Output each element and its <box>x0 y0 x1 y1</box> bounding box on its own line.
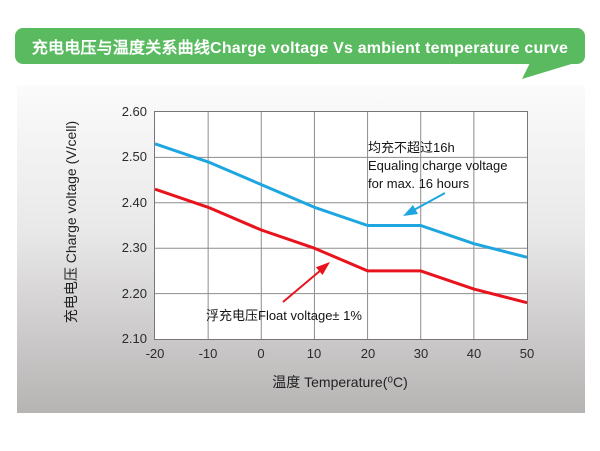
banner-tail-icon <box>522 62 578 79</box>
chart-svg <box>155 112 527 339</box>
equalize-annotation-line1: 均充不超过16h <box>368 140 455 155</box>
grid-lines <box>155 112 527 339</box>
x-tick-20: 20 <box>360 346 376 361</box>
equalize-arrow-icon <box>403 192 446 216</box>
float-arrow-icon <box>282 262 330 303</box>
x-tick-n10: -10 <box>198 346 218 361</box>
equalize-annotation-line3: for max. 16 hours <box>368 176 470 191</box>
x-tick-0: 0 <box>257 346 265 361</box>
title-banner: 充电电压与温度关系曲线Charge voltage Vs ambient tem… <box>15 28 585 64</box>
equalize-charge-line <box>155 142 527 259</box>
x-axis-title: 温度 Temperature(⁰C) <box>272 374 408 390</box>
y-tick-210: 2.10 <box>121 331 147 346</box>
x-tick-30: 30 <box>413 346 429 361</box>
x-tick-40: 40 <box>466 346 482 361</box>
float-voltage-line <box>155 187 527 305</box>
y-tick-240: 2.40 <box>121 195 147 210</box>
float-voltage-annotation: 浮充电压Float voltage± 1% <box>206 308 362 323</box>
equalize-annotation: 均充不超过16h Equaling charge voltage for max… <box>368 139 508 193</box>
x-tick-n20: -20 <box>145 346 165 361</box>
equalize-annotation-line2: Equaling charge voltage <box>368 158 508 173</box>
x-tick-10: 10 <box>306 346 322 361</box>
plot-area <box>154 111 528 340</box>
chart-title: 充电电压与温度关系曲线Charge voltage Vs ambient tem… <box>31 40 569 57</box>
y-tick-230: 2.30 <box>121 240 147 255</box>
y-tick-220: 2.20 <box>121 286 147 301</box>
y-axis-title: 充电电压 Charge voltage (V/cell) <box>63 120 79 324</box>
y-tick-250: 2.50 <box>121 149 147 164</box>
x-tick-50: 50 <box>519 346 535 361</box>
y-tick-260: 2.60 <box>121 104 147 119</box>
